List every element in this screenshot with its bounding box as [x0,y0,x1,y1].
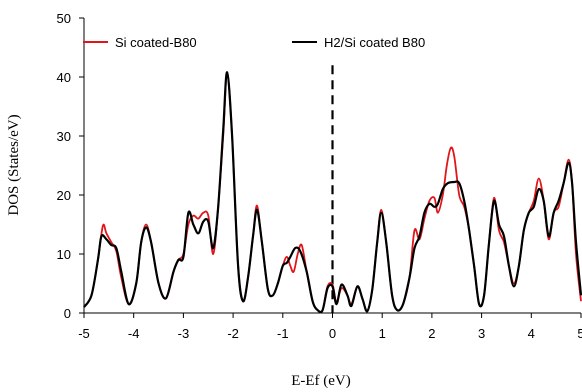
legend: Si coated-B80 H2/Si coated B80 [83,35,425,50]
x-tick-label: 0 [329,326,336,341]
x-tick-label: -5 [78,326,90,341]
x-tick-label: 5 [577,326,582,341]
y-tick-label: 40 [57,70,71,85]
y-tick-label: 50 [57,11,71,26]
y-axis-title: DOS (States/eV) [6,114,22,215]
legend-label-h2-si-coated-b80: H2/Si coated B80 [324,35,425,50]
x-tick-label: -2 [227,326,239,341]
x-tick-label: 3 [478,326,485,341]
y-tick-label: 20 [57,188,71,203]
x-tick-label: 2 [428,326,435,341]
axes [79,17,582,318]
x-tick-label: -3 [178,326,190,341]
series-layer [83,71,582,314]
x-tick-label: -1 [277,326,289,341]
y-tick-label: 10 [57,247,71,262]
x-tick-label: -4 [128,326,140,341]
x-tick-label: 1 [379,326,386,341]
y-tick-label: 0 [64,306,71,321]
x-axis-title: E-Ef (eV) [291,373,351,389]
legend-label-si-coated-b80: Si coated-B80 [115,35,197,50]
y-tick-label: 30 [57,129,71,144]
series-line-h2-si-coated-b80 [83,71,582,314]
x-tick-label: 4 [528,326,535,341]
